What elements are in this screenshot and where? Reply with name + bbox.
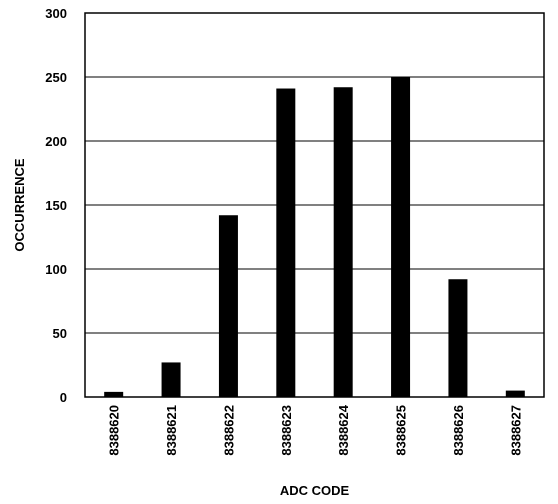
y-tick-label: 0 (60, 390, 67, 405)
x-tick-label: 8388625 (394, 405, 409, 456)
y-tick-label: 50 (53, 326, 67, 341)
y-tick-label: 250 (45, 70, 67, 85)
x-axis-title: ADC CODE (280, 483, 350, 498)
bar-8388622 (218, 215, 238, 397)
y-axis-title: OCCURRENCE (12, 158, 27, 252)
bar-8388620 (104, 391, 124, 397)
y-tick-label: 100 (45, 262, 67, 277)
x-tick-label: 8388624 (336, 404, 351, 455)
bars (104, 77, 525, 398)
bar-8388626 (448, 279, 468, 397)
y-tick-label: 300 (45, 6, 67, 21)
x-tick-label: 8388626 (451, 405, 466, 456)
bar-8388621 (161, 362, 181, 397)
y-tick-label: 200 (45, 134, 67, 149)
y-tick-label: 150 (45, 198, 67, 213)
x-tick-label: 8388621 (164, 405, 179, 456)
bar-8388623 (276, 88, 296, 398)
x-tick-label: 8388622 (221, 405, 236, 456)
y-tick-labels: 0 50 100 150 200 250 300 (45, 6, 67, 405)
x-tick-label: 8388623 (279, 405, 294, 456)
bar-8388625 (391, 77, 411, 397)
gridlines (85, 76, 544, 334)
x-tick-label: 8388620 (107, 405, 122, 456)
bar-8388627 (505, 390, 525, 397)
x-tick-label: 8388627 (508, 405, 523, 456)
bar-8388624 (333, 87, 353, 398)
plot-frame (84, 12, 545, 398)
x-tick-labels: 8388620 8388621 8388622 8388623 8388624 83886… (107, 404, 524, 455)
